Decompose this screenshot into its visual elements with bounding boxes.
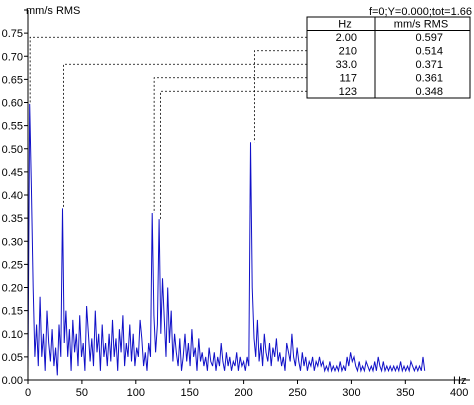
peak-table-header-rms: mm/s RMS: [394, 19, 448, 31]
peak-table: Hz mm/s RMS 2.00 0.597 210 0.514 33.0 0.371 117 0…: [306, 16, 471, 99]
y-tick-label: 0.15: [2, 306, 23, 318]
peak-leader-line: [29, 36, 307, 104]
x-tick-label: 150: [181, 387, 199, 399]
peak-leader-lines: [29, 36, 307, 220]
peak-table-cell-hz: 123: [339, 86, 357, 98]
y-tick-label: 0.70: [2, 51, 23, 63]
y-tick-label: 0.50: [2, 144, 23, 156]
peak-table-cell-rms: 0.597: [415, 32, 443, 44]
y-tick-label: 0.55: [2, 121, 23, 133]
y-axis-label: mm/s RMS: [26, 5, 80, 17]
y-tick-label: 0.05: [2, 352, 23, 364]
y-tick-label: 0.75: [2, 28, 23, 40]
x-tick-label: 200: [234, 387, 252, 399]
y-tick-label: 0.20: [2, 283, 23, 295]
peak-leader-line: [253, 50, 307, 143]
y-axis-ticks: 0.00 0.05 0.10 0.15 0.20 0.25 0.30 0.35 0.40 0.45…: [2, 9, 28, 387]
peak-table-cell-hz: 117: [339, 73, 357, 85]
y-tick-label: 0.10: [2, 329, 23, 341]
spectrum-trace-layer: [27, 103, 426, 376]
peak-leader-line: [153, 77, 307, 214]
x-tick-label: 250: [288, 387, 306, 399]
y-tick-label: 0.00: [2, 375, 23, 387]
x-axis-ticks: 0 50 100 150 200 250 300 350 400: [25, 380, 468, 399]
x-tick-label: 350: [396, 387, 414, 399]
y-tick-label: 0.35: [2, 213, 23, 225]
x-tick-label: 100: [127, 387, 145, 399]
peak-table-header-hz: Hz: [338, 19, 351, 31]
peak-table-cell-rms: 0.348: [415, 86, 443, 98]
x-tick-label: 50: [76, 387, 88, 399]
x-tick-label: 0: [25, 387, 31, 399]
peak-table-cell-rms: 0.361: [415, 73, 443, 85]
peak-leader-line: [63, 63, 307, 209]
peak-table-cell-hz: 2.00: [336, 32, 357, 44]
peak-leader-line: [160, 90, 307, 220]
x-tick-label: 300: [342, 387, 360, 399]
peak-table-cell-rms: 0.371: [415, 59, 443, 71]
y-tick-label: 0.40: [2, 190, 23, 202]
status-readout: f=0;Y=0.000;tot=1.66: [369, 6, 472, 18]
y-tick-label: 0.45: [2, 167, 23, 179]
y-tick-label: 0.30: [2, 236, 23, 248]
peak-table-cell-hz: 33.0: [336, 59, 357, 71]
peak-table-cell-rms: 0.514: [415, 46, 443, 58]
peak-table-cell-hz: 210: [339, 46, 357, 58]
y-tick-label: 0.65: [2, 74, 23, 86]
spectrum-trace: [27, 103, 426, 376]
y-tick-label: 0.60: [2, 98, 23, 110]
x-axis-unit: Hz: [453, 375, 466, 387]
y-tick-label: 0.25: [2, 259, 23, 271]
x-tick-label: 400: [450, 387, 468, 399]
